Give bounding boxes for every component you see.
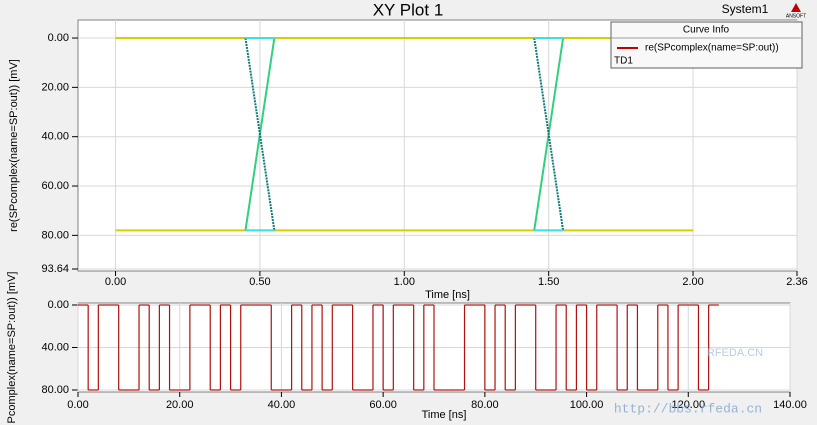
y-tick-label: 60.00: [41, 180, 69, 192]
y-tick-label: 93.64: [41, 263, 69, 275]
x-tick-label: 40.00: [268, 399, 296, 411]
y-tick-label: 0.00: [48, 32, 69, 44]
legend-note: TD1: [614, 56, 633, 67]
trace: [115, 37, 694, 232]
logo-icon: [791, 3, 801, 12]
x-tick-label: 20.00: [166, 399, 194, 411]
x-tick-label: 1.50: [538, 276, 559, 288]
y-tick-label: 80.00: [41, 229, 69, 241]
legend-title: Curve Info: [683, 25, 730, 36]
y-tick-label: 40.00: [41, 131, 69, 143]
y-axis-label: Pcomplex(name=SP:out)) [mV]: [6, 272, 18, 424]
watermark-url: http://bbs.rfeda.cn: [614, 401, 762, 416]
x-tick-label: 80.00: [471, 399, 499, 411]
trace: [245, 37, 564, 232]
x-tick-label: 0.00: [105, 276, 126, 288]
x-axis-label: Time [ns]: [425, 289, 470, 301]
chart-title: XY Plot 1: [373, 0, 444, 19]
y-tick-label: 20.00: [41, 81, 69, 93]
legend-box: [610, 21, 803, 69]
x-axis-label: Time [ns]: [422, 409, 467, 421]
y-tick-label: 40.00: [41, 341, 69, 353]
trace: [244, 37, 565, 231]
x-tick-label: 100.00: [570, 399, 604, 411]
x-tick-label: 0.50: [249, 276, 270, 288]
y-axis-label: re(SPcomplex(name=SP:out)) [mV]: [8, 59, 20, 232]
system-label: System1: [722, 2, 769, 16]
x-tick-label: 140.00: [773, 399, 807, 411]
legend-label: re(SPcomplex(name=SP:out)): [645, 43, 779, 54]
y-tick-label: 0.00: [48, 299, 69, 311]
x-tick-label: 60.00: [369, 399, 397, 411]
x-tick-label: 2.00: [682, 276, 703, 288]
x-tick-label: 120.00: [671, 399, 705, 411]
watermark: RFEDA.CN: [707, 347, 763, 359]
y-tick-label: 80.00: [41, 384, 69, 396]
x-tick-label: 2.36: [786, 276, 807, 288]
x-tick-label: 0.00: [67, 399, 88, 411]
logo: ANSOFT: [786, 13, 806, 19]
x-tick-label: 1.00: [394, 276, 415, 288]
